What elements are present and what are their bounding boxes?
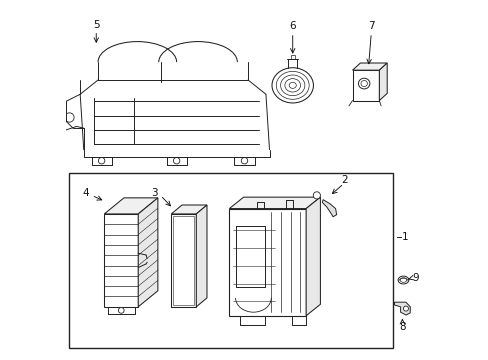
- Ellipse shape: [280, 75, 304, 96]
- Circle shape: [403, 306, 407, 311]
- Polygon shape: [171, 205, 206, 214]
- Text: 6: 6: [289, 21, 295, 31]
- Polygon shape: [379, 63, 386, 100]
- Ellipse shape: [397, 276, 408, 284]
- Circle shape: [65, 113, 74, 122]
- Ellipse shape: [285, 78, 300, 92]
- Polygon shape: [322, 200, 336, 217]
- Ellipse shape: [276, 71, 308, 99]
- Ellipse shape: [400, 278, 406, 282]
- Bar: [69, 173, 392, 348]
- Text: 3: 3: [151, 188, 158, 198]
- Text: 4: 4: [82, 188, 89, 198]
- Text: 7: 7: [367, 21, 374, 31]
- Circle shape: [241, 157, 247, 164]
- Polygon shape: [104, 198, 158, 214]
- Circle shape: [173, 157, 180, 164]
- Polygon shape: [171, 214, 196, 307]
- Bar: [352, 70, 379, 100]
- Circle shape: [313, 192, 320, 199]
- Text: 5: 5: [93, 19, 100, 30]
- Polygon shape: [305, 197, 320, 316]
- Ellipse shape: [271, 68, 313, 103]
- Text: 8: 8: [398, 322, 405, 332]
- Polygon shape: [229, 208, 305, 316]
- Polygon shape: [196, 205, 206, 307]
- Text: 2: 2: [341, 175, 347, 185]
- Polygon shape: [394, 302, 409, 315]
- Polygon shape: [173, 216, 194, 305]
- Polygon shape: [104, 214, 138, 307]
- Text: 9: 9: [411, 273, 418, 283]
- Polygon shape: [352, 63, 386, 70]
- Ellipse shape: [360, 81, 366, 87]
- Circle shape: [118, 307, 124, 313]
- Polygon shape: [229, 197, 320, 208]
- Ellipse shape: [358, 78, 369, 89]
- Circle shape: [98, 157, 104, 164]
- Text: 1: 1: [401, 232, 407, 242]
- Ellipse shape: [288, 82, 296, 88]
- Bar: [290, 54, 294, 59]
- Polygon shape: [138, 198, 158, 307]
